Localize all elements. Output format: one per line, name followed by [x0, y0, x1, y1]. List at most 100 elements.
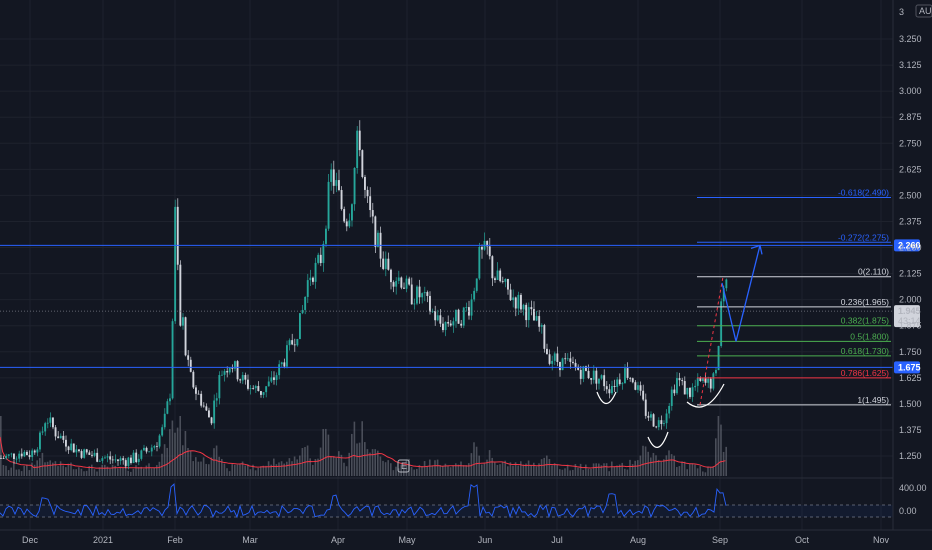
pattern-arc-1[interactable]	[647, 431, 669, 448]
volume-bar	[265, 465, 267, 476]
volume-bar	[460, 461, 462, 476]
fibonacci-retracement[interactable]: -0.618(2.490) -0.272(2.275) 0(2.110) 0.236(…	[697, 187, 891, 406]
volume-bar	[720, 424, 722, 476]
candle-body	[124, 460, 127, 466]
volume-bar	[52, 462, 54, 476]
candle-body	[137, 458, 140, 463]
candle-body	[36, 449, 39, 453]
volume-bar	[36, 460, 38, 476]
volume-bar	[67, 463, 70, 476]
candle-body	[143, 447, 145, 451]
candle-body	[587, 370, 590, 379]
volume-bar	[618, 464, 621, 476]
volume-bar	[366, 449, 369, 476]
volume-bar	[304, 447, 306, 476]
volume-bar	[101, 464, 103, 476]
candle-body	[423, 292, 426, 294]
volume-bar	[616, 465, 618, 476]
volume-bar	[163, 444, 166, 476]
candle-body	[163, 413, 166, 428]
candle-body	[702, 378, 704, 381]
volume-bar	[548, 458, 551, 476]
candle-body	[54, 427, 57, 437]
candle-body	[408, 278, 411, 285]
candle-body	[538, 316, 541, 327]
volume-bar	[517, 465, 519, 476]
volume-bar	[668, 450, 670, 476]
candle-body	[15, 458, 18, 460]
volume-bar	[93, 469, 96, 476]
volume-bar	[83, 471, 85, 476]
volume-bar	[322, 429, 324, 476]
volume-bar	[247, 464, 249, 476]
candle-body	[629, 377, 632, 379]
candle-body	[145, 447, 148, 452]
candle-body	[127, 457, 130, 466]
volume-bar	[18, 469, 20, 476]
candle-body	[650, 414, 652, 418]
fib-label-0.5: 0.5(1.800)	[850, 331, 889, 341]
volume-bar	[299, 455, 301, 476]
candle-body	[278, 364, 281, 376]
volume-bar	[0, 416, 2, 476]
volume-bar	[7, 470, 10, 476]
candle-body	[319, 254, 322, 264]
volume-bar	[702, 471, 704, 476]
candle-body	[215, 398, 218, 401]
candle-body	[343, 209, 346, 222]
volume-bar	[512, 465, 514, 476]
volume-bar	[624, 468, 626, 476]
pattern-arc-2[interactable]	[686, 383, 725, 408]
fib-label-0.786: 0.786(1.625)	[841, 368, 889, 378]
volume-bar	[312, 464, 314, 476]
candle-body	[26, 451, 28, 456]
volume-bar	[153, 467, 155, 476]
candle-body	[535, 316, 538, 321]
volume-bar	[382, 460, 384, 476]
candle-body	[444, 322, 447, 331]
candle-body	[361, 150, 364, 177]
volume-bar	[650, 457, 652, 476]
volume-bar	[33, 464, 36, 476]
volume-bar	[353, 421, 356, 476]
candle-body	[592, 370, 595, 380]
candle-body	[130, 457, 132, 463]
pattern-drawings[interactable]	[596, 244, 763, 448]
y-tick-label: 1.500	[899, 399, 922, 409]
x-tick-label-sep: Sep	[712, 535, 728, 545]
events-marker[interactable]	[397, 459, 410, 473]
volume-bar	[525, 463, 527, 476]
candle-body	[600, 375, 603, 379]
candle-body	[655, 426, 658, 428]
candle-body	[512, 297, 515, 301]
volume-bar	[660, 461, 662, 476]
candle-body	[616, 379, 619, 387]
volume-bar	[470, 453, 473, 476]
pattern-arc-0[interactable]	[596, 391, 617, 405]
candle-body	[673, 389, 676, 394]
volume-bar	[119, 466, 122, 476]
y-tick-label: 3.250	[899, 34, 922, 44]
volume-bar	[221, 458, 223, 476]
fib-label-0.236: 0.236(1.965)	[841, 297, 889, 307]
candle-body	[681, 380, 684, 382]
candle-body	[132, 452, 135, 463]
candle-body	[153, 446, 156, 448]
price-tag-label-0: 2.260	[898, 240, 921, 250]
candle-body	[546, 348, 548, 355]
projection-path[interactable]	[721, 245, 761, 342]
candle-body	[390, 269, 392, 283]
candle-body	[231, 367, 234, 369]
candle-body	[10, 453, 13, 455]
y-tick-label: 3.000	[899, 86, 922, 96]
volume-bar	[504, 460, 506, 476]
candle-body	[520, 294, 522, 310]
candle-body	[436, 315, 439, 321]
candle-body	[101, 458, 104, 461]
volume-bar	[205, 463, 207, 476]
volume-bar	[442, 466, 444, 476]
volume-bar	[613, 466, 616, 476]
candle-body	[7, 454, 10, 456]
candle-body	[421, 293, 424, 298]
